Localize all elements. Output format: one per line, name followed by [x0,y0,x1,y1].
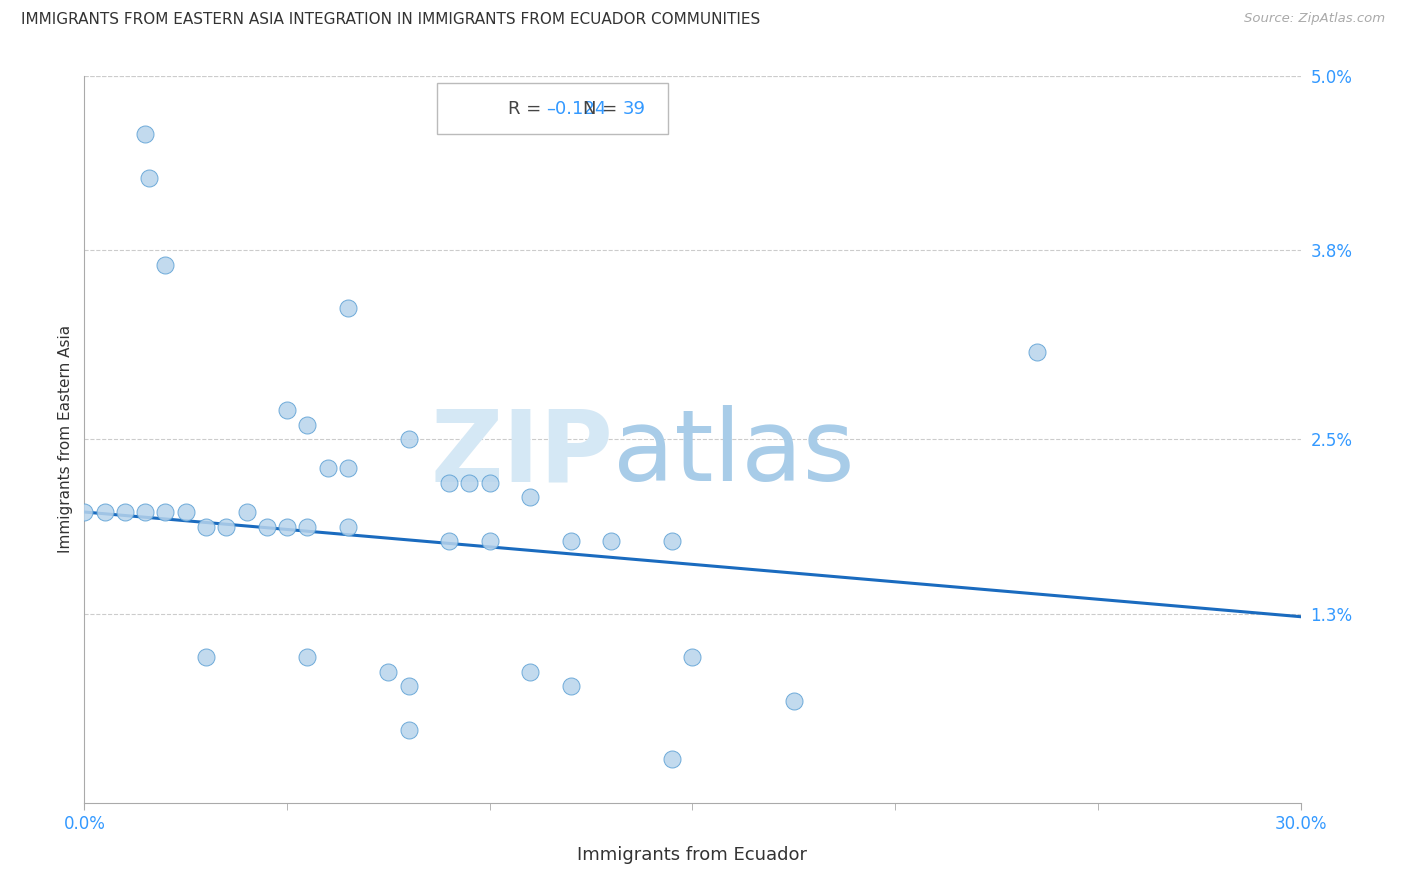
Point [336,461,359,475]
Y-axis label: Immigrants from Eastern Asia: Immigrants from Eastern Asia [58,326,73,553]
Point [519,491,541,505]
Point [316,461,339,475]
Point [458,475,481,490]
Text: ZIP: ZIP [430,405,613,502]
Point [73,505,96,519]
Point [783,694,806,708]
Text: N =: N = [583,100,623,118]
Point [195,650,218,665]
Point [1026,345,1049,359]
Point [398,680,420,694]
Point [235,505,257,519]
Point [276,519,298,533]
Point [215,519,238,533]
Point [134,505,156,519]
FancyBboxPatch shape [437,83,668,134]
Point [336,301,359,316]
Point [297,417,319,432]
Point [297,650,319,665]
Point [682,650,704,665]
Point [641,98,664,112]
Point [560,680,582,694]
Point [195,519,218,533]
Text: IMMIGRANTS FROM EASTERN ASIA INTEGRATION IN IMMIGRANTS FROM ECUADOR COMMUNITIES: IMMIGRANTS FROM EASTERN ASIA INTEGRATION… [21,12,761,27]
Text: R =: R = [508,100,547,118]
Point [478,534,501,549]
Point [398,723,420,737]
Point [297,519,319,533]
Point [155,505,177,519]
Point [519,665,541,679]
Point [661,534,683,549]
X-axis label: Immigrants from Ecuador: Immigrants from Ecuador [578,847,807,864]
Point [256,519,278,533]
Point [377,665,399,679]
Text: –0.124: –0.124 [547,100,607,118]
Point [560,534,582,549]
Point [138,170,160,185]
Point [134,127,156,141]
Text: 39: 39 [623,100,647,118]
Text: atlas: atlas [613,405,855,502]
Point [174,505,197,519]
Point [336,519,359,533]
Point [478,475,501,490]
Point [276,403,298,417]
Point [439,534,461,549]
Point [93,505,115,519]
Point [155,258,177,272]
Point [398,433,420,447]
Point [114,505,136,519]
Point [439,475,461,490]
Text: Source: ZipAtlas.com: Source: ZipAtlas.com [1244,12,1385,25]
Point [600,534,623,549]
Point [661,752,683,766]
